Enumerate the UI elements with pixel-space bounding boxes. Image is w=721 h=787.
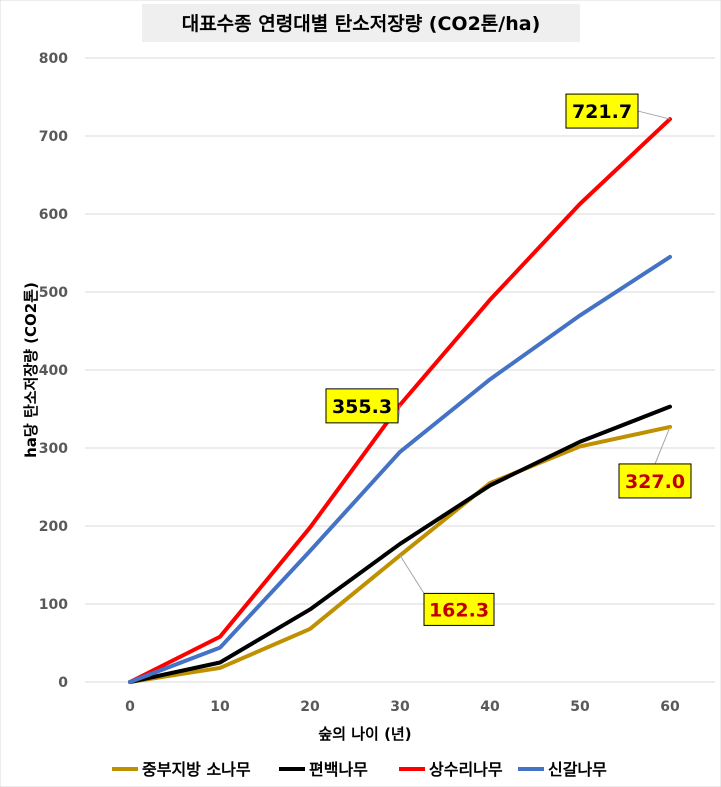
y-tick-label: 600: [39, 207, 68, 223]
data-callouts: 721.7 355.3 162.3 327.0: [325, 93, 692, 626]
chart-title-background: [142, 4, 580, 42]
callout-label: 721.7: [572, 101, 632, 123]
x-tick-label: 0: [125, 699, 135, 715]
callout-leader: [654, 426, 671, 465]
x-tick-label: 10: [210, 699, 230, 715]
y-tick-label: 400: [39, 363, 68, 379]
callout-label: 355.3: [332, 396, 392, 418]
x-tick-label: 30: [390, 699, 410, 715]
legend: 중부지방 소나무 편백나무 상수리나무 신갈나무: [112, 760, 607, 779]
x-tick-label: 40: [480, 699, 500, 715]
y-axis-ticks: 0 100 200 300 400 500 600 700 800: [39, 51, 68, 691]
y-axis-title: ha당 탄소저장량 (CO2톤): [22, 282, 40, 458]
y-tick-label: 0: [58, 675, 68, 691]
callout-label: 162.3: [429, 599, 489, 621]
callout-leader: [637, 110, 671, 120]
y-tick-label: 200: [39, 519, 68, 535]
callout-box: [423, 592, 495, 626]
x-axis-ticks: 0 10 20 30 40 50 60: [125, 699, 680, 715]
legend-label: 상수리나무: [429, 760, 503, 779]
chart-title: 대표수종 연령대별 탄소저장량 (CO2톤/ha): [182, 13, 541, 35]
x-tick-label: 50: [570, 699, 590, 715]
callout-box: [618, 463, 692, 499]
y-tick-label: 800: [39, 51, 68, 67]
legend-label: 중부지방 소나무: [142, 760, 251, 779]
callout-label: 327.0: [625, 471, 685, 493]
x-tick-label: 20: [300, 699, 320, 715]
callout-box: [325, 388, 399, 424]
legend-label: 편백나무: [309, 760, 368, 779]
callout-box: [565, 93, 639, 129]
x-axis-title: 숲의 나이 (년): [318, 725, 411, 743]
y-tick-label: 100: [39, 597, 68, 613]
y-tick-label: 700: [39, 129, 68, 145]
gridlines: [85, 57, 715, 683]
callout-leader: [399, 555, 425, 594]
legend-label: 신갈나무: [548, 760, 607, 779]
x-tick-label: 60: [660, 699, 680, 715]
y-tick-label: 500: [39, 285, 68, 301]
y-tick-label: 300: [39, 441, 68, 457]
